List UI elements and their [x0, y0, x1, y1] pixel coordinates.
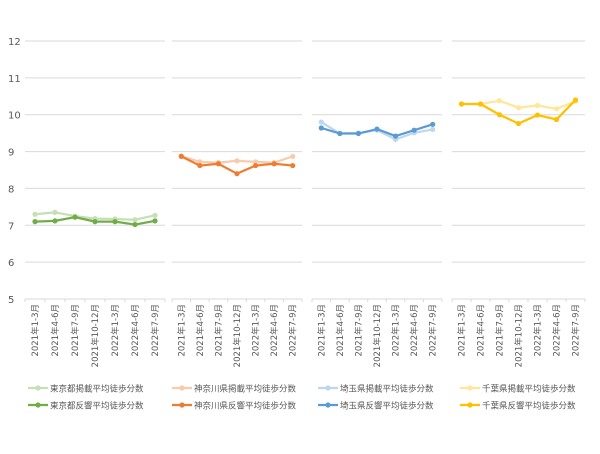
data-point — [271, 161, 277, 167]
data-point — [72, 214, 78, 220]
y-tick-label: 5 — [8, 295, 14, 306]
legend-label: 埼玉県反響平均徒歩分数 — [340, 401, 434, 412]
data-point — [92, 219, 98, 225]
data-point — [132, 221, 138, 228]
x-tick-label: 2022年4-6月 — [130, 304, 141, 357]
x-tick-label: 2022年4-6月 — [409, 304, 420, 357]
data-point — [215, 161, 222, 167]
y-tick-label: 9 — [8, 148, 14, 159]
legend-marker — [35, 385, 41, 391]
x-tick-label: 2021年1-3月 — [316, 304, 327, 357]
data-point — [572, 97, 579, 103]
legend-label: 千葉県反響平均徒歩分数 — [482, 401, 576, 412]
data-point — [355, 130, 362, 137]
data-point — [496, 98, 503, 104]
data-point — [430, 121, 436, 127]
data-point — [252, 162, 259, 169]
x-tick-label: 2022年1-3月 — [533, 304, 544, 357]
x-tick-label: 2021年7-9月 — [213, 304, 224, 357]
data-point — [132, 217, 138, 223]
legend-marker — [467, 402, 473, 408]
legend-marker — [325, 402, 331, 408]
x-tick-label: 2021年4-6月 — [476, 304, 487, 357]
data-point — [32, 219, 38, 225]
data-point — [52, 218, 58, 224]
data-point — [234, 171, 240, 177]
legend-label: 神奈川県掲載平均徒歩分数 — [194, 384, 297, 395]
legend-marker — [467, 385, 473, 391]
data-point — [392, 133, 399, 139]
data-point — [152, 212, 158, 218]
x-tick-label: 2021年1-3月 — [457, 304, 468, 357]
data-point — [234, 158, 240, 164]
data-point — [515, 120, 522, 127]
x-tick-label: 2022年1-3月 — [391, 304, 402, 357]
x-tick-label: 2022年7-9月 — [150, 304, 161, 357]
legend-marker — [325, 385, 331, 391]
legend-marker — [179, 385, 185, 391]
x-tick-label: 2021年7-9月 — [353, 304, 364, 357]
data-point — [477, 101, 484, 107]
y-tick-label: 8 — [8, 184, 14, 195]
data-point — [197, 159, 203, 165]
y-tick-label: 6 — [8, 258, 14, 269]
x-tick-label: 2021年7-9月 — [495, 304, 506, 357]
x-tick-label: 2022年7-9月 — [428, 304, 439, 357]
data-point — [152, 218, 158, 224]
x-tick-label: 2021年10-12月 — [514, 304, 525, 367]
data-point — [52, 209, 58, 215]
legend-label: 埼玉県掲載平均徒歩分数 — [340, 384, 434, 395]
legend-label: 東京都掲載平均徒歩分数 — [50, 384, 144, 395]
data-point — [197, 162, 203, 169]
legend-marker — [35, 402, 41, 408]
x-tick-label: 2021年1-3月 — [30, 304, 41, 357]
y-tick-label: 7 — [8, 221, 14, 232]
data-point — [496, 112, 503, 118]
x-tick-label: 2022年4-6月 — [269, 304, 280, 357]
legend-label: 神奈川県反響平均徒歩分数 — [194, 401, 297, 412]
data-point — [252, 159, 259, 165]
data-point — [290, 162, 296, 169]
x-tick-label: 2021年10-12月 — [90, 304, 101, 367]
x-tick-label: 2022年7-9月 — [288, 304, 299, 357]
x-tick-label: 2022年1-3月 — [251, 304, 262, 357]
data-point — [515, 105, 522, 111]
legend-label: 千葉県掲載平均徒歩分数 — [482, 384, 576, 395]
data-point — [411, 127, 417, 133]
y-tick-label: 12 — [8, 37, 21, 48]
data-point — [458, 101, 465, 107]
x-tick-label: 2021年10-12月 — [372, 304, 383, 367]
x-tick-label: 2021年4-6月 — [195, 304, 206, 357]
y-tick-label: 11 — [8, 74, 21, 85]
data-point — [553, 116, 560, 123]
legend-marker — [179, 402, 185, 408]
data-point — [553, 106, 560, 112]
data-point — [178, 153, 184, 159]
data-point — [32, 211, 38, 217]
data-point — [430, 126, 436, 133]
x-tick-label: 2021年1-3月 — [176, 304, 187, 357]
y-tick-label: 10 — [8, 111, 21, 122]
x-tick-label: 2021年4-6月 — [335, 304, 346, 357]
x-tick-label: 2022年4-6月 — [552, 304, 563, 357]
x-tick-label: 2022年7-9月 — [571, 304, 582, 357]
data-point — [290, 153, 296, 159]
legend-label: 東京都反響平均徒歩分数 — [50, 401, 144, 412]
data-point — [318, 119, 324, 125]
data-point — [374, 126, 380, 132]
data-point — [318, 125, 324, 131]
x-tick-label: 2021年10-12月 — [232, 304, 243, 367]
data-point — [534, 102, 541, 109]
data-point — [534, 112, 541, 118]
x-tick-label: 2021年4-6月 — [50, 304, 61, 357]
x-tick-label: 2021年7-9月 — [70, 304, 81, 357]
x-tick-label: 2022年1-3月 — [110, 304, 121, 357]
data-point — [112, 219, 118, 225]
data-point — [337, 130, 343, 137]
